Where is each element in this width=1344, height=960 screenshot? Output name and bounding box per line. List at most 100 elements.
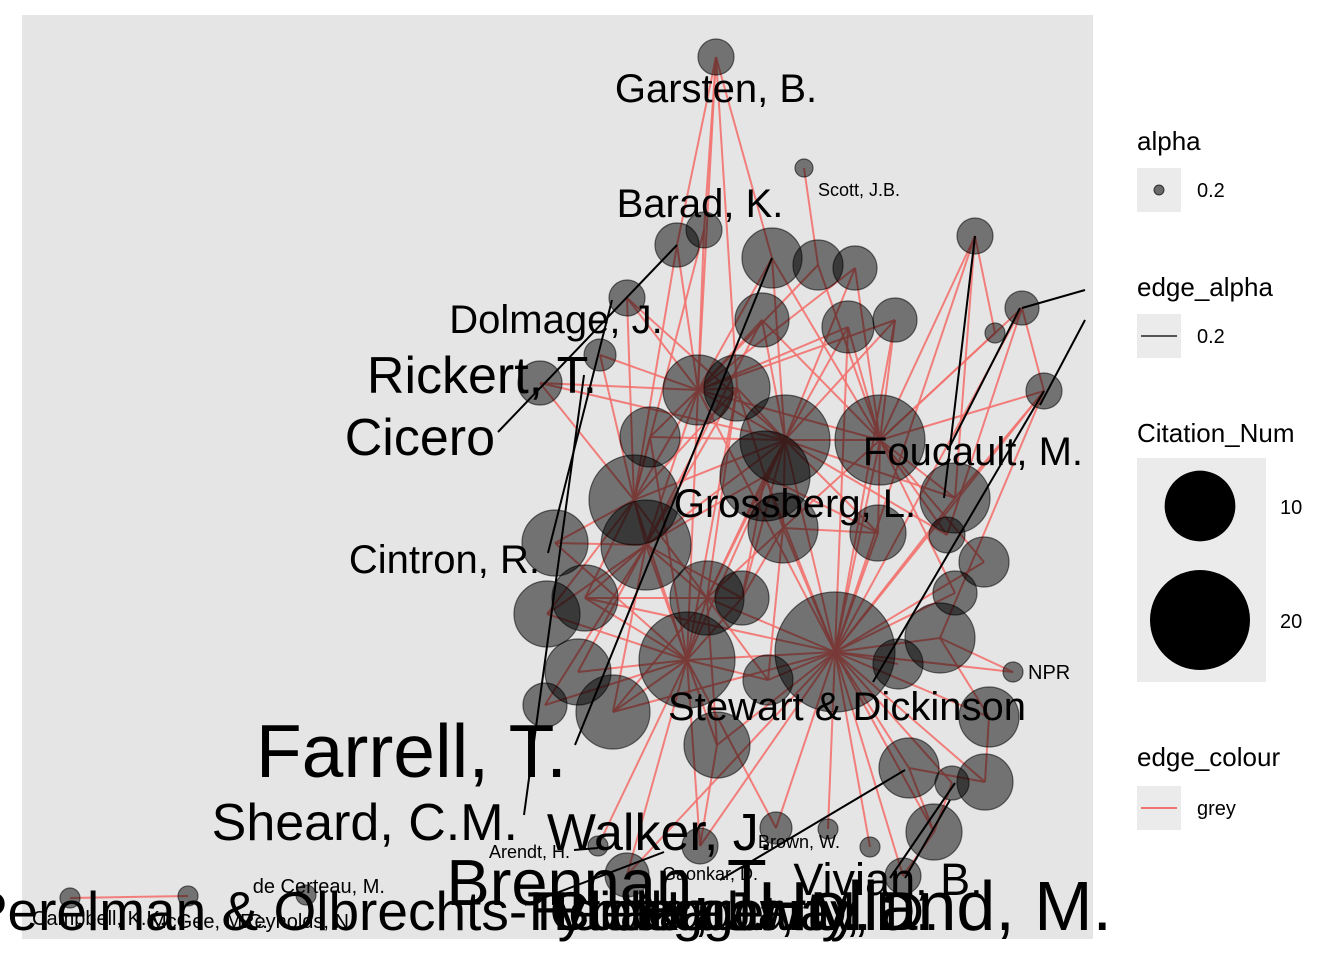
label-pointer: [523, 374, 585, 816]
network-node: [703, 354, 771, 422]
node-label: Perelman & Olbrechts-Tyteca: [0, 880, 690, 942]
label-pointer: [719, 769, 906, 881]
network-node: [521, 509, 589, 577]
node-label: NPR: [1028, 662, 1070, 684]
network-node: [59, 887, 81, 909]
node-labels-layer: Garsten, B. Scott, J.B. Barad, K. Dolmage, …: [0, 67, 1112, 945]
node-label: Foucault, M.: [863, 430, 1083, 474]
label-pointer: [547, 299, 613, 554]
node-label: Cintron, R.: [349, 538, 540, 582]
label-pointers-layer: [497, 235, 1086, 906]
label-pointer: [943, 235, 976, 499]
network-node: [742, 654, 794, 706]
network-node: [821, 300, 875, 354]
label-pointer: [904, 799, 951, 879]
legend-title: alpha: [1137, 126, 1201, 156]
node-label: Heidegger, M.: [529, 880, 871, 942]
network-node: [697, 38, 735, 76]
node-label: Farrell, T.: [256, 709, 567, 793]
legend-label: 20: [1280, 611, 1302, 633]
label-pointer: [1021, 289, 1086, 309]
label-pointer: [573, 847, 599, 851]
network-node: [928, 516, 966, 554]
network-node: [834, 394, 926, 486]
network-node: [681, 827, 719, 865]
network-node: [872, 297, 918, 343]
legend-title: Citation_Num: [1137, 418, 1295, 448]
node-label: de Certeau, M.: [253, 876, 385, 898]
legend-label: 0.2: [1197, 180, 1225, 202]
node-label: Campbell, K.K.: [32, 908, 165, 930]
legend-point: [1153, 184, 1165, 196]
network-node: [638, 611, 736, 709]
node-label: Walker, J.: [547, 804, 773, 862]
legend-size-dot: [1164, 470, 1236, 542]
label-pointer: [1039, 319, 1086, 406]
network-node: [958, 536, 1010, 588]
node-label: Haraway, D.: [641, 880, 940, 942]
network-edge: [703, 56, 717, 231]
network-edge: [69, 895, 189, 899]
label-pointer: [497, 244, 678, 433]
label-pointer: [524, 851, 665, 906]
network-node: [747, 492, 819, 564]
network-edge: [676, 56, 717, 246]
node-label: Cicero: [345, 409, 495, 467]
node-label: Scott, J.B.: [818, 180, 900, 200]
network-node: [517, 360, 563, 406]
node-label: Garsten, B.: [615, 67, 817, 111]
legend: alpha 0.2 edge_alpha 0.2 Citation_Num 10 20 edg…: [1137, 126, 1302, 830]
node-label: Stewart & Dickinson: [668, 685, 1026, 729]
network-node: [1002, 661, 1024, 683]
node-label: Chakrabarty, D.: [549, 880, 930, 942]
network-node: [872, 638, 924, 690]
node-label: Sheard, C.M.: [212, 794, 518, 852]
network-node: [984, 322, 1006, 344]
nodes-layer: [59, 38, 1063, 909]
network-edge: [715, 56, 773, 259]
node-label: Reynolds, N.: [240, 911, 355, 933]
node-label: McGee, M.C.: [150, 911, 268, 933]
legend-size-dot: [1150, 570, 1250, 670]
network-node: [958, 686, 1020, 748]
node-label: Butler, J.: [553, 880, 767, 942]
network-node: [583, 338, 617, 372]
node-label: Brennan, T.: [446, 846, 777, 919]
network-node: [177, 885, 199, 907]
network-node: [513, 580, 581, 648]
node-label: Brown, W.: [758, 832, 840, 852]
legend-label: 10: [1280, 497, 1302, 519]
label-pointer: [947, 307, 1021, 451]
network-node: [905, 803, 963, 861]
network-node: [759, 811, 793, 845]
node-label: Arendt, H.: [489, 842, 570, 862]
legend-title: edge_alpha: [1137, 272, 1273, 302]
node-label: Gaonkar, D.: [662, 864, 758, 884]
network-node: [904, 602, 976, 674]
network-node: [849, 504, 907, 562]
node-label: Holland, M.: [758, 867, 1112, 945]
legend-label: 0.2: [1197, 326, 1225, 348]
network-node: [295, 884, 317, 906]
network-node: [714, 570, 770, 626]
network-edge: [715, 56, 738, 389]
network-node: [544, 638, 612, 706]
network-node: [859, 836, 881, 858]
legend-label: grey: [1197, 798, 1236, 820]
node-label: Barad, K.: [617, 182, 784, 226]
network-node: [734, 292, 790, 348]
node-label: Vivian, B.: [793, 854, 982, 905]
network-node: [878, 737, 940, 799]
label-pointer: [889, 782, 956, 879]
legend-title: edge_colour: [1137, 742, 1280, 772]
network-node: [794, 158, 814, 178]
label-pointer: [574, 257, 773, 746]
network-node: [817, 818, 839, 840]
network-node: [934, 765, 970, 801]
network-node: [600, 499, 692, 591]
node-label: Grossberg, L.: [674, 482, 916, 526]
node-label: Dolmage, J.: [449, 298, 662, 342]
network-node: [522, 682, 568, 728]
network-node: [685, 211, 723, 249]
